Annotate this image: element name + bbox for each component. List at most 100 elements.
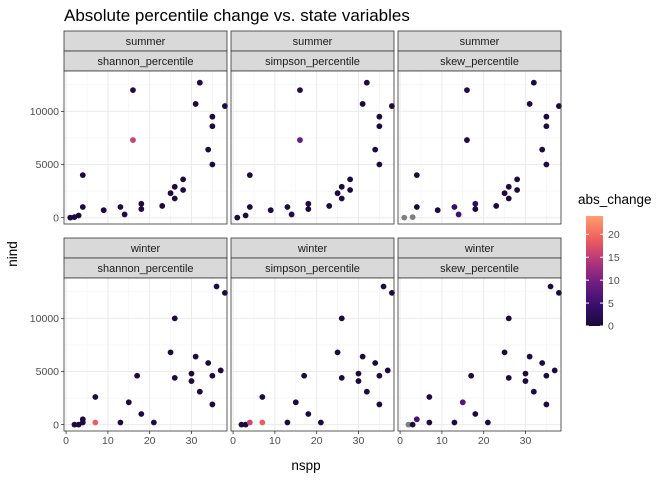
x-tick-label: 0 — [230, 435, 236, 447]
scatter-point — [267, 207, 274, 214]
facet-strip-col-label: skew_percentile — [440, 263, 519, 275]
scatter-point — [413, 416, 420, 423]
scatter-point — [389, 289, 395, 296]
scatter-point — [543, 161, 550, 168]
y-tick-label: 5000 — [36, 366, 60, 378]
facet-strip-row-label: summer — [126, 36, 166, 48]
scatter-point — [117, 419, 124, 426]
scatter-point — [205, 146, 212, 153]
scatter-point — [196, 388, 203, 395]
scatter-point — [180, 176, 187, 183]
scatter-point — [213, 283, 220, 290]
scatter-point — [209, 113, 216, 120]
scatter-point — [138, 411, 145, 417]
x-tick-label: 20 — [478, 435, 490, 447]
scatter-point — [376, 401, 383, 408]
scatter-point — [543, 123, 550, 130]
scatter-point — [384, 367, 391, 374]
panel-border — [63, 70, 228, 225]
y-tick-label: 0 — [53, 212, 59, 224]
scatter-point — [338, 183, 345, 190]
scatter-point — [246, 419, 253, 426]
scatter-point — [338, 315, 345, 322]
scatter-point — [246, 172, 253, 179]
scatter-point — [543, 372, 550, 379]
panel-background — [231, 278, 394, 431]
panel-border — [63, 277, 228, 432]
panel-background — [64, 71, 227, 224]
scatter-point — [505, 183, 512, 190]
scatter-point — [138, 206, 145, 213]
y-tick-label: 5000 — [36, 159, 60, 171]
panel-background — [64, 278, 227, 431]
scatter-point — [526, 353, 533, 360]
scatter-point — [493, 203, 500, 209]
scatter-point — [192, 353, 199, 360]
scatter-point — [134, 372, 141, 379]
scatter-point — [376, 123, 383, 130]
scatter-point — [526, 101, 533, 107]
scatter-point — [472, 411, 479, 417]
scatter-point — [209, 372, 216, 379]
scatter-point — [505, 195, 512, 202]
scatter-point — [359, 353, 366, 360]
scatter-point — [338, 195, 345, 202]
scatter-point — [413, 172, 420, 179]
scatter-point — [246, 204, 253, 210]
scatter-point — [188, 370, 195, 377]
scatter-point — [180, 187, 187, 193]
scatter-point — [514, 176, 521, 183]
scatter-point — [217, 367, 224, 374]
legend-ticks: 0 5 10 15 20 — [586, 229, 620, 333]
x-tick-label: 10 — [269, 435, 281, 447]
facet-strip-row-label: winter — [130, 243, 161, 255]
scatter-point — [434, 207, 441, 214]
scatter-point — [347, 187, 354, 193]
scatter-point — [401, 214, 408, 221]
x-tick-label: 0 — [63, 435, 69, 447]
scatter-point — [92, 394, 99, 400]
scatter-point — [288, 211, 295, 218]
scatter-point — [159, 203, 166, 209]
scatter-point — [317, 419, 324, 426]
facet-strip-row-label: summer — [293, 36, 333, 48]
scatter-point — [522, 378, 529, 384]
scatter-point — [79, 204, 86, 210]
scatter-point — [192, 101, 199, 107]
scatter-point — [472, 200, 479, 207]
scatter-point — [121, 211, 128, 218]
facet-panel: summer simpson_percentile — [230, 30, 395, 225]
scatter-point — [376, 372, 383, 379]
scatter-point — [547, 283, 554, 290]
scatter-point — [468, 372, 475, 379]
scatter-point — [138, 200, 145, 207]
scatter-point — [484, 419, 491, 426]
scatter-point — [79, 172, 86, 179]
facet-strip-col-label: shannon_percentile — [97, 56, 193, 68]
facet-strip-row-label: summer — [460, 36, 500, 48]
scatter-point — [171, 315, 178, 322]
scatter-point — [464, 87, 470, 94]
legend-tick-label: 5 — [608, 298, 614, 310]
scatter-point — [413, 204, 420, 210]
x-tick-label: 30 — [353, 435, 365, 447]
x-tick-label: 20 — [311, 435, 323, 447]
y-tick-label: 0 — [53, 419, 59, 431]
facet-panel: summer skew_percentile — [397, 30, 562, 225]
scatter-point — [259, 419, 266, 426]
scatter-point — [539, 146, 546, 153]
scatter-point — [539, 360, 546, 366]
scatter-point — [380, 283, 387, 290]
y-tick-label: 10000 — [30, 313, 59, 325]
facet-strip-col-label: simpson_percentile — [265, 263, 360, 275]
scatter-point — [334, 349, 341, 356]
scatter-point — [305, 200, 312, 207]
x-tick-label: 20 — [144, 435, 156, 447]
scatter-point — [305, 206, 312, 213]
scatter-point — [363, 79, 370, 86]
facet-strip-col-label: simpson_percentile — [265, 56, 360, 68]
x-tick-label: 30 — [520, 435, 532, 447]
scatter-point — [297, 87, 303, 94]
scatter-point — [292, 399, 299, 406]
scatter-point — [426, 394, 433, 400]
